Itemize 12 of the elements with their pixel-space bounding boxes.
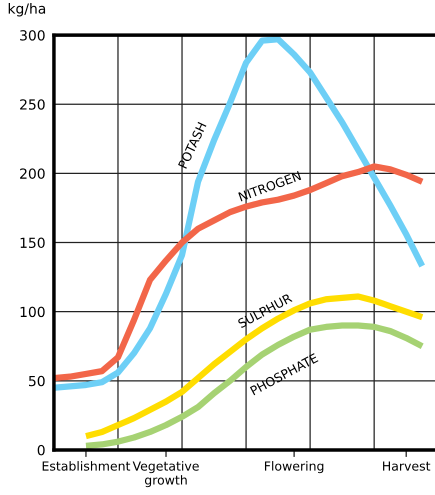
- y-tick-label: 0: [38, 444, 45, 456]
- y-tick-label: 250: [20, 99, 45, 110]
- y-tick-label: 100: [20, 306, 45, 318]
- y-tick-label: 150: [20, 238, 45, 248]
- y-tick-label: 300: [20, 30, 45, 41]
- y-tick-label: 50: [29, 376, 45, 386]
- x-tick-label: Harvest: [383, 461, 430, 471]
- x-tick-label: Establishment: [42, 461, 130, 471]
- x-tick-label: Vegetative growth: [132, 461, 199, 488]
- y-axis-title: kg/ha: [8, 3, 46, 16]
- y-tick-label: 200: [20, 168, 45, 179]
- x-tick-label: Flowering: [264, 461, 324, 474]
